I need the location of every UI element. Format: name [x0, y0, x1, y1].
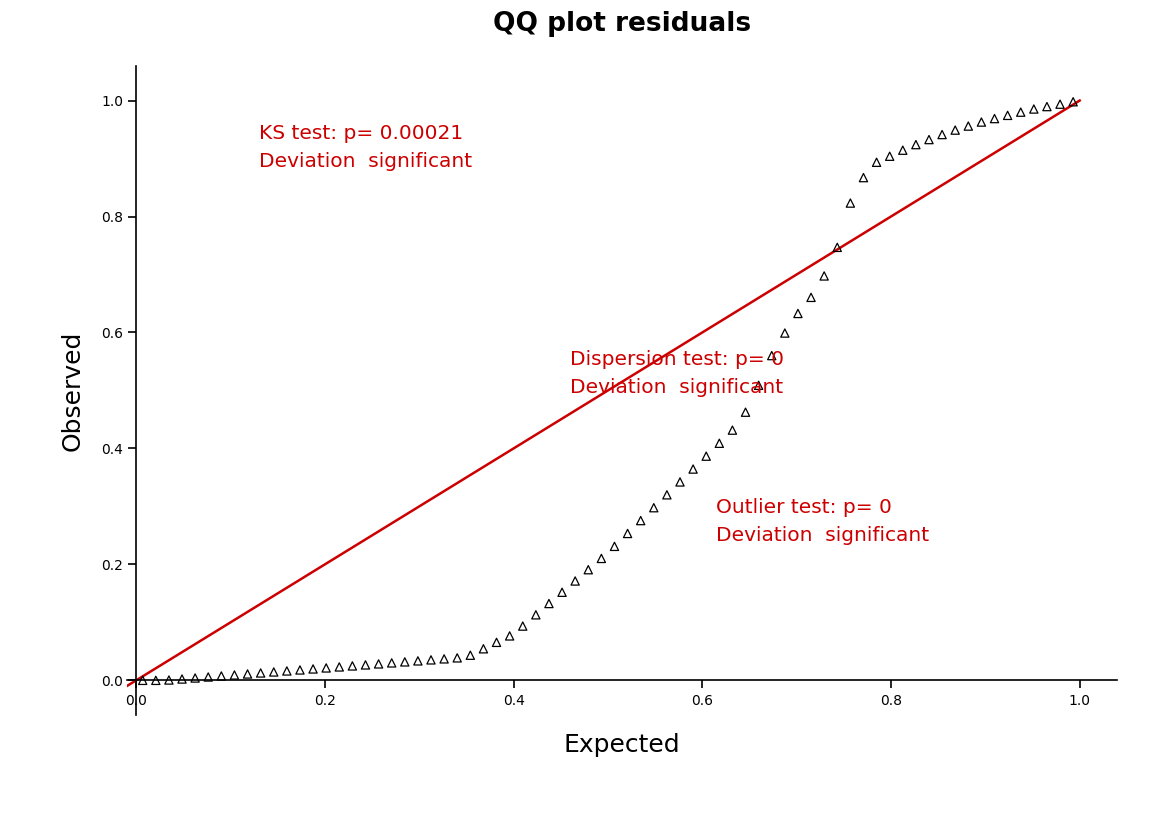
Point [304, 663, 323, 676]
Point [763, 349, 781, 363]
Point [670, 475, 689, 488]
Point [592, 552, 611, 565]
Point [185, 672, 204, 685]
Point [710, 436, 728, 450]
Point [960, 119, 978, 132]
Point [619, 527, 637, 540]
Point [999, 109, 1017, 122]
Point [382, 656, 401, 669]
Point [1011, 105, 1030, 118]
Point [226, 668, 244, 681]
Point [514, 620, 532, 633]
Point [331, 660, 349, 673]
Point [251, 667, 270, 680]
Point [1024, 103, 1043, 116]
Title: QQ plot residuals: QQ plot residuals [493, 11, 751, 37]
Point [789, 307, 808, 320]
Point [566, 575, 584, 588]
Y-axis label: Observed: Observed [60, 330, 84, 450]
Point [409, 654, 427, 667]
Point [933, 128, 952, 141]
Point [684, 463, 703, 476]
Point [750, 379, 768, 392]
Point [855, 171, 873, 184]
Point [814, 270, 833, 283]
Point [212, 669, 230, 682]
Point [526, 608, 545, 621]
Point [475, 642, 493, 655]
Point [422, 653, 440, 667]
Point [946, 123, 964, 136]
Point [540, 597, 559, 610]
Point [736, 405, 755, 418]
Point [605, 540, 623, 553]
Point [919, 133, 938, 146]
Text: KS test: p= 0.00021
Deviation  significant: KS test: p= 0.00021 Deviation significan… [259, 124, 472, 171]
Point [265, 665, 283, 678]
Point [435, 653, 454, 666]
Point [802, 291, 820, 304]
Point [317, 662, 335, 675]
Point [448, 651, 467, 664]
Point [894, 144, 912, 157]
Point [907, 138, 925, 151]
Text: Dispersion test: p= 0
Deviation  significant: Dispersion test: p= 0 Deviation signific… [570, 350, 785, 397]
Point [395, 655, 414, 668]
Point [553, 586, 571, 599]
Point [775, 326, 794, 339]
Point [985, 112, 1003, 125]
Point [278, 664, 296, 677]
Point [173, 672, 191, 686]
Point [880, 150, 899, 163]
Point [290, 663, 309, 677]
Point [343, 659, 362, 672]
Point [867, 155, 886, 169]
X-axis label: Expected: Expected [563, 732, 681, 756]
Text: Outlier test: p= 0
Deviation  significant: Outlier test: p= 0 Deviation significant [717, 497, 930, 545]
Point [841, 196, 859, 210]
Point [1038, 100, 1056, 113]
Point [199, 671, 218, 684]
Point [146, 674, 165, 687]
Point [500, 630, 518, 643]
Point [972, 115, 991, 128]
Point [828, 241, 847, 254]
Point [697, 450, 715, 463]
Point [631, 514, 650, 527]
Point [1051, 98, 1069, 111]
Point [487, 635, 506, 649]
Point [658, 488, 676, 501]
Point [160, 673, 179, 686]
Point [579, 563, 598, 576]
Point [134, 674, 152, 687]
Point [645, 501, 664, 515]
Point [238, 667, 257, 681]
Point [356, 658, 374, 672]
Point [1064, 95, 1083, 109]
Point [723, 423, 742, 436]
Point [461, 649, 479, 662]
Point [370, 658, 388, 671]
